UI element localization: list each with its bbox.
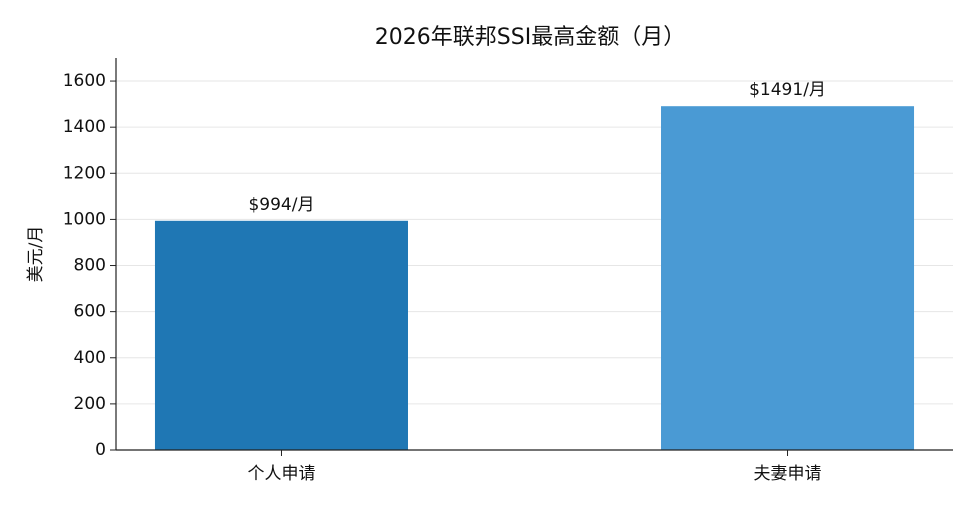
y-tick-label: 0 [95, 440, 106, 460]
x-tick-label: 个人申请 [247, 464, 315, 484]
x-tick-label: 夫妻申请 [754, 464, 822, 484]
y-tick-label: 800 [74, 256, 106, 276]
chart-title: 2026年联邦SSI最高金额（月） [375, 25, 685, 50]
y-tick-label: 200 [74, 394, 106, 414]
y-tick-label: 400 [74, 348, 106, 368]
y-tick-label: 600 [74, 302, 106, 322]
y-tick-label: 1000 [63, 209, 106, 229]
y-tick-label: 1400 [63, 117, 106, 137]
value-label: $1491/月 [749, 80, 826, 100]
bar [154, 220, 408, 450]
y-tick-label: 1600 [63, 71, 106, 91]
y-tick-label: 1200 [63, 163, 106, 183]
bar [661, 106, 915, 451]
y-axis-label: 美元/月 [26, 226, 46, 283]
value-label: $994/月 [248, 195, 314, 215]
